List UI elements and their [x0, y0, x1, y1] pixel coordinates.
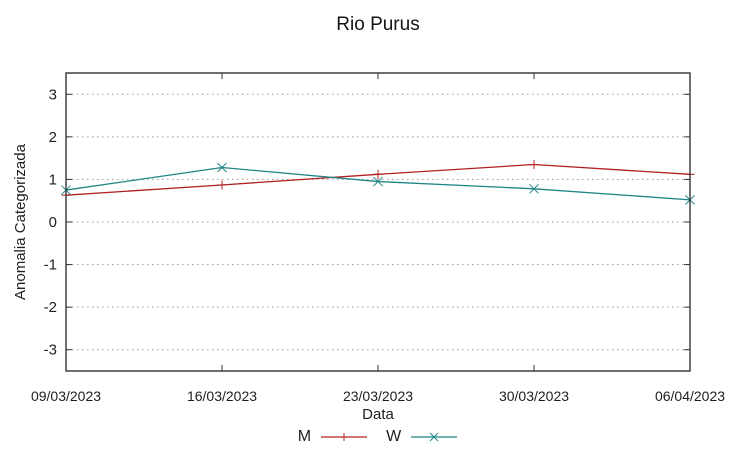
svg-text:09/03/2023: 09/03/2023 — [31, 388, 101, 404]
svg-text:3: 3 — [49, 86, 57, 103]
svg-text:06/04/2023: 06/04/2023 — [655, 388, 725, 404]
svg-text:0: 0 — [49, 214, 57, 231]
plot-border — [65, 72, 691, 372]
gridlines — [67, 93, 689, 351]
svg-text:2: 2 — [49, 129, 57, 146]
svg-text:-2: -2 — [44, 299, 57, 316]
svg-text:-1: -1 — [44, 257, 57, 274]
x-tick-labels: 09/03/2023 16/03/2023 23/03/2023 30/03/2023… — [31, 388, 725, 404]
y-axis-title: Anomalia Categorizada — [12, 144, 29, 300]
chart-title: Rio Purus — [336, 14, 420, 35]
svg-text:1: 1 — [49, 171, 57, 188]
legend-line-sample — [321, 433, 368, 441]
legend-line-sample — [411, 432, 458, 442]
x-axis-title: Data — [362, 406, 394, 423]
y-tick-labels: -3 -2 -1 0 1 2 3 — [44, 86, 57, 358]
legend-item-W: W — [386, 428, 458, 446]
legend-label: M — [297, 428, 312, 445]
svg-text:23/03/2023: 23/03/2023 — [343, 388, 413, 404]
svg-text:30/03/2023: 30/03/2023 — [499, 388, 569, 404]
svg-text:-3: -3 — [44, 342, 57, 359]
legend-label: W — [386, 428, 402, 445]
legend-item-M: M — [298, 428, 368, 446]
svg-text:16/03/2023: 16/03/2023 — [187, 388, 257, 404]
